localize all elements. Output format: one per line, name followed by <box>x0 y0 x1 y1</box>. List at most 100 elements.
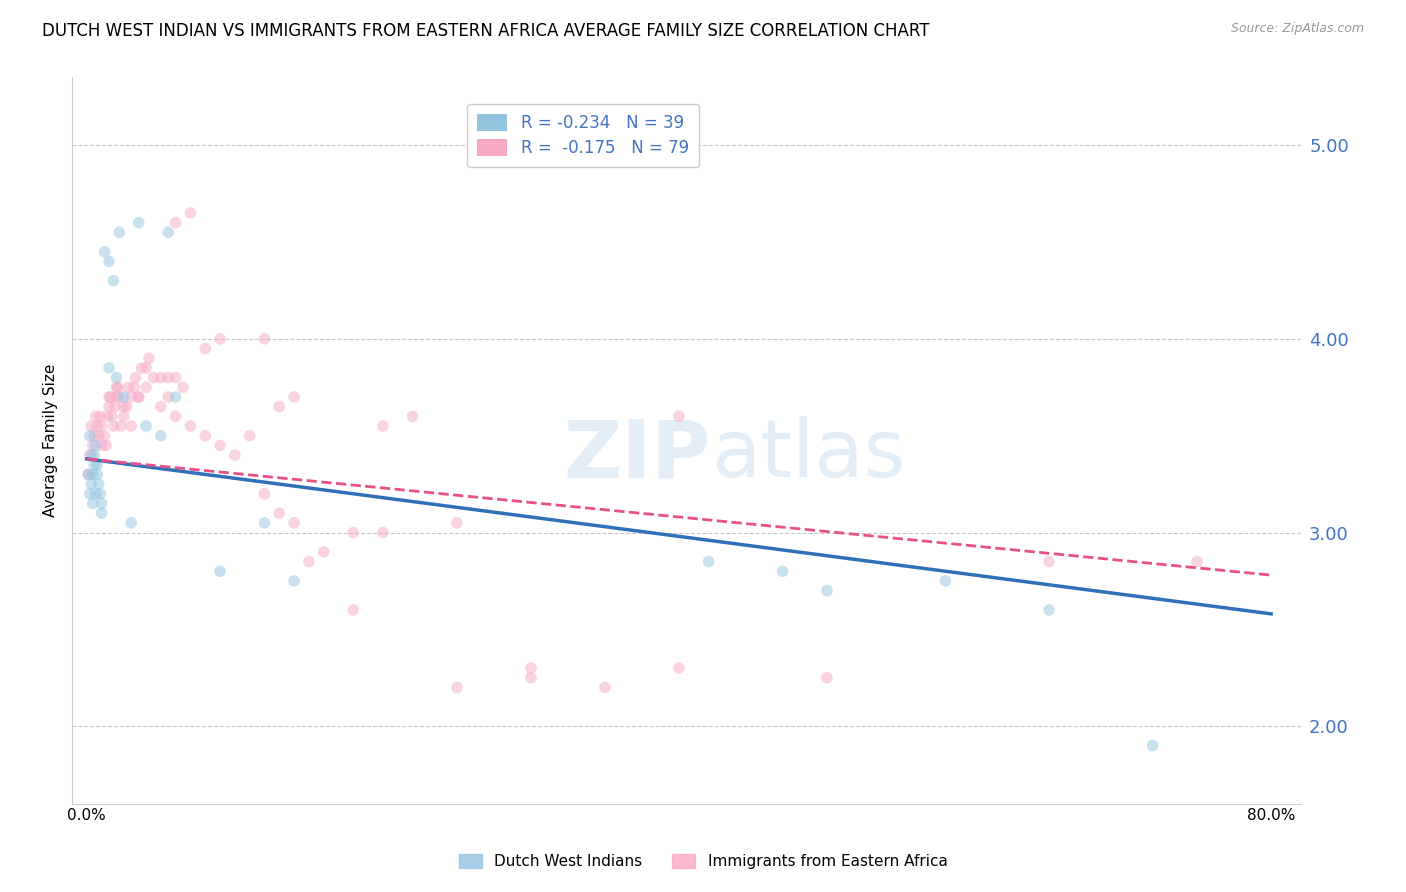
Point <box>253 516 276 530</box>
Point <box>138 351 160 366</box>
Point <box>104 400 127 414</box>
Y-axis label: Average Family Size: Average Family Size <box>44 364 58 517</box>
Point <box>194 428 217 442</box>
Point <box>112 400 135 414</box>
Point <box>80 477 103 491</box>
Point <box>103 419 125 434</box>
Point <box>165 390 187 404</box>
Point <box>131 360 153 375</box>
Point <box>179 419 201 434</box>
Point <box>269 506 291 520</box>
Point <box>108 225 131 239</box>
Point <box>142 370 165 384</box>
Point <box>90 496 112 510</box>
Point <box>179 206 201 220</box>
Point <box>446 516 468 530</box>
Point <box>87 428 110 442</box>
Point <box>89 487 111 501</box>
Point <box>98 254 121 268</box>
Point <box>165 216 187 230</box>
Point <box>446 681 468 695</box>
Point <box>82 496 104 510</box>
Point <box>93 244 115 259</box>
Point <box>79 448 101 462</box>
Point <box>135 380 157 394</box>
Point <box>312 545 335 559</box>
Point <box>283 516 305 530</box>
Point <box>520 671 543 685</box>
Point <box>342 603 364 617</box>
Point <box>107 380 129 394</box>
Point <box>209 438 232 452</box>
Point <box>194 342 217 356</box>
Point <box>239 428 262 442</box>
Point <box>1038 555 1060 569</box>
Point <box>697 555 720 569</box>
Point <box>149 428 172 442</box>
Point <box>98 400 121 414</box>
Point <box>283 574 305 588</box>
Point <box>1185 555 1208 569</box>
Point <box>253 332 276 346</box>
Point <box>772 564 794 578</box>
Point <box>77 467 100 482</box>
Point <box>80 448 103 462</box>
Point <box>100 390 122 404</box>
Point <box>86 419 108 434</box>
Point <box>209 332 232 346</box>
Point <box>115 400 138 414</box>
Point <box>124 370 146 384</box>
Point <box>224 448 246 462</box>
Point <box>342 525 364 540</box>
Point <box>269 400 291 414</box>
Point <box>93 428 115 442</box>
Point <box>84 438 107 452</box>
Point <box>101 409 124 424</box>
Point <box>105 390 128 404</box>
Point <box>668 409 690 424</box>
Point <box>120 390 142 404</box>
Text: Source: ZipAtlas.com: Source: ZipAtlas.com <box>1230 22 1364 36</box>
Point <box>135 360 157 375</box>
Point <box>112 390 135 404</box>
Legend: Dutch West Indians, Immigrants from Eastern Africa: Dutch West Indians, Immigrants from East… <box>453 848 953 875</box>
Text: atlas: atlas <box>711 416 905 494</box>
Point <box>135 419 157 434</box>
Point <box>283 390 305 404</box>
Point <box>83 428 105 442</box>
Point <box>105 370 128 384</box>
Point <box>96 409 118 424</box>
Point <box>149 400 172 414</box>
Point <box>120 516 142 530</box>
Point <box>157 370 180 384</box>
Point <box>401 409 423 424</box>
Point <box>128 216 150 230</box>
Point <box>98 360 121 375</box>
Point <box>520 661 543 675</box>
Point <box>83 458 105 472</box>
Point <box>1038 603 1060 617</box>
Point <box>128 390 150 404</box>
Point <box>112 409 135 424</box>
Text: ZIP: ZIP <box>564 416 711 494</box>
Point <box>815 583 838 598</box>
Point <box>84 487 107 501</box>
Point <box>117 380 139 394</box>
Point <box>934 574 956 588</box>
Point <box>110 419 132 434</box>
Point <box>128 390 150 404</box>
Point <box>83 448 105 462</box>
Point <box>90 506 112 520</box>
Point <box>89 409 111 424</box>
Point <box>82 438 104 452</box>
Point <box>593 681 616 695</box>
Point <box>157 390 180 404</box>
Legend: R = -0.234   N = 39, R =  -0.175   N = 79: R = -0.234 N = 39, R = -0.175 N = 79 <box>467 104 699 167</box>
Point <box>209 564 232 578</box>
Point <box>253 487 276 501</box>
Point <box>668 661 690 675</box>
Point <box>165 409 187 424</box>
Point <box>172 380 194 394</box>
Point <box>108 390 131 404</box>
Point <box>298 555 321 569</box>
